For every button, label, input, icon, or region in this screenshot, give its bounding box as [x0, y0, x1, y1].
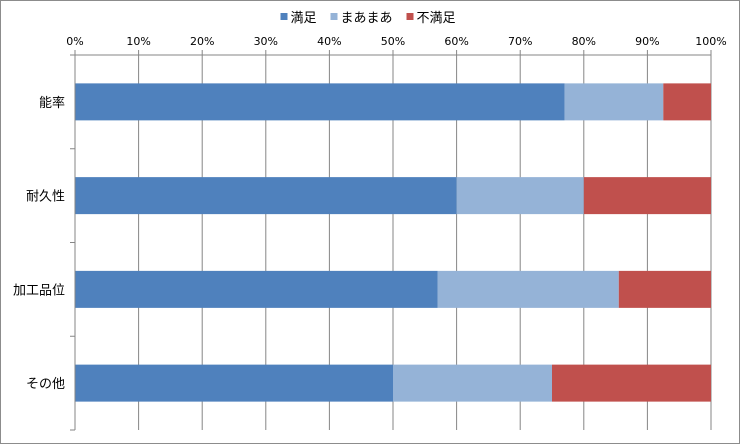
bar-segment: [393, 364, 552, 402]
x-tick-label: 60%: [444, 35, 468, 48]
bar-segment: [552, 364, 711, 402]
x-tick-label: 30%: [254, 35, 278, 48]
x-tick-label: 0%: [66, 35, 83, 48]
legend: 満足 まあまあ 不満足: [280, 11, 456, 26]
x-tick-label: 40%: [317, 35, 341, 48]
x-tick-label: 50%: [381, 35, 405, 48]
legend-label: 満足: [291, 11, 317, 26]
category-label: 加工品位: [13, 283, 65, 298]
legend-label: 不満足: [417, 11, 456, 26]
category-label: 耐久性: [26, 190, 65, 205]
bar-segment: [75, 177, 457, 215]
x-tick-label: 10%: [126, 35, 150, 48]
bar-segment: [618, 270, 711, 308]
x-tick-label: 70%: [508, 35, 532, 48]
legend-label: まあまあ: [341, 11, 393, 26]
bar-segment: [75, 270, 438, 308]
x-tick-label: 80%: [572, 35, 596, 48]
x-tick-label: 90%: [635, 35, 659, 48]
bars: [75, 83, 711, 402]
bar-segment: [437, 270, 619, 308]
legend-swatch: [330, 13, 338, 20]
bar-segment: [564, 83, 664, 121]
bar-segment: [75, 83, 565, 121]
bar-segment: [663, 83, 711, 121]
category-label: 能率: [39, 95, 65, 111]
axes: 0% 10% 20% 30% 40% 50% 60% 70% 80% 90% 100% 能率耐久性加工…: [13, 35, 727, 431]
x-tick-label: 20%: [190, 35, 214, 48]
bar-segment: [75, 364, 393, 402]
x-tick-label: 100%: [695, 35, 726, 48]
bar-segment: [583, 177, 711, 215]
category-label: その他: [26, 377, 65, 392]
legend-swatch: [406, 13, 414, 20]
bar-segment: [456, 177, 584, 215]
legend-swatch: [280, 13, 288, 20]
